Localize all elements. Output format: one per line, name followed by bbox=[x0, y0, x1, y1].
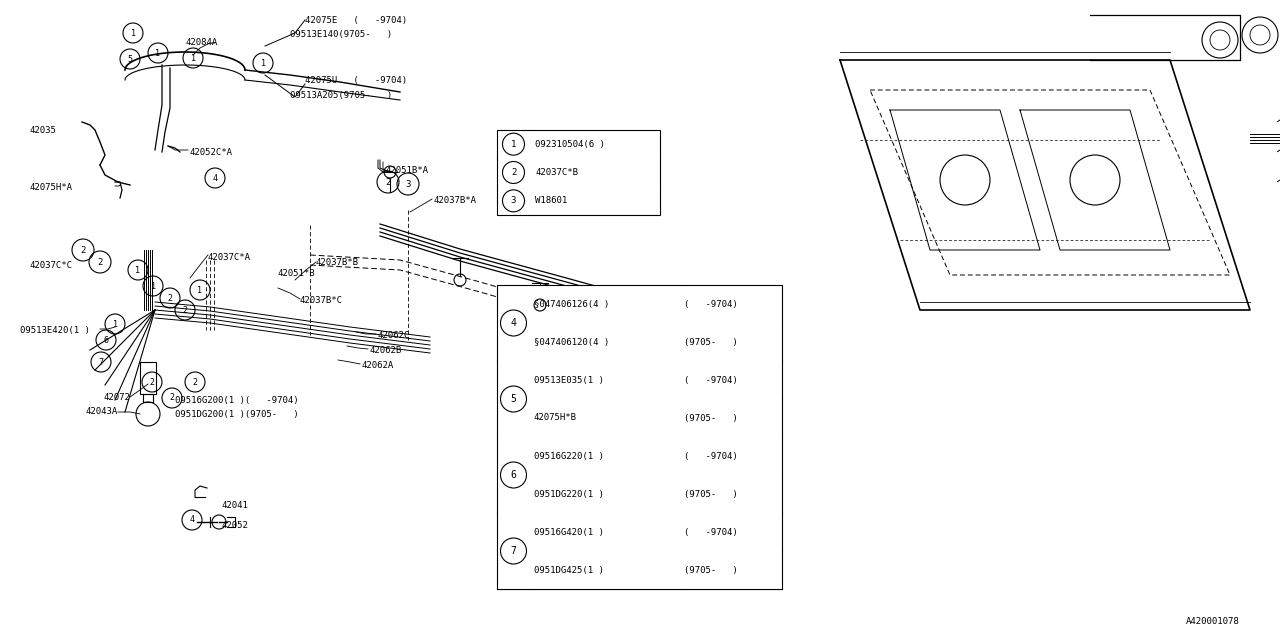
Text: 09516G200(1 )(   -9704): 09516G200(1 )( -9704) bbox=[175, 396, 298, 404]
Text: 1: 1 bbox=[511, 140, 516, 148]
Text: 2: 2 bbox=[81, 246, 86, 255]
Text: 5: 5 bbox=[511, 394, 516, 404]
Text: 2: 2 bbox=[169, 394, 174, 403]
Text: 0951DG220(1 ): 0951DG220(1 ) bbox=[534, 490, 604, 499]
Text: 42075H*B: 42075H*B bbox=[534, 413, 577, 422]
Text: 42072: 42072 bbox=[102, 394, 129, 403]
Text: 42075U   (   -9704): 42075U ( -9704) bbox=[305, 76, 407, 84]
Text: 42052C*A: 42052C*A bbox=[189, 147, 233, 157]
Text: 42062B: 42062B bbox=[370, 346, 402, 355]
Text: 42051B*A: 42051B*A bbox=[385, 166, 428, 175]
Text: 6: 6 bbox=[511, 470, 516, 480]
Text: 42041: 42041 bbox=[221, 500, 248, 509]
Text: 09516G420(1 ): 09516G420(1 ) bbox=[534, 527, 604, 536]
Text: 5: 5 bbox=[128, 54, 133, 63]
Text: (   -9704): ( -9704) bbox=[684, 451, 737, 461]
Text: (9705-   ): (9705- ) bbox=[684, 413, 737, 422]
Text: 42051*B: 42051*B bbox=[278, 269, 316, 278]
Text: 1: 1 bbox=[136, 266, 141, 275]
Text: 42037C*A: 42037C*A bbox=[207, 253, 251, 262]
Text: 1: 1 bbox=[113, 319, 118, 328]
Text: 09513A205(9705-   ): 09513A205(9705- ) bbox=[291, 90, 392, 99]
Text: §047406120(4 ): §047406120(4 ) bbox=[534, 337, 609, 346]
Text: 42037C*B: 42037C*B bbox=[535, 168, 579, 177]
Text: (9705-   ): (9705- ) bbox=[684, 490, 737, 499]
Text: 2: 2 bbox=[97, 257, 102, 266]
Text: 42037C*C: 42037C*C bbox=[29, 260, 73, 269]
Text: 2: 2 bbox=[150, 378, 155, 387]
Text: (   -9704): ( -9704) bbox=[684, 527, 737, 536]
Text: 1: 1 bbox=[151, 282, 155, 291]
Text: 0951DG200(1 )(9705-   ): 0951DG200(1 )(9705- ) bbox=[175, 410, 298, 419]
Text: 09513E420(1 ): 09513E420(1 ) bbox=[20, 326, 90, 335]
Text: A420001078: A420001078 bbox=[1187, 618, 1240, 627]
Text: 42037B*B: 42037B*B bbox=[316, 257, 358, 266]
Text: 09513E140(9705-   ): 09513E140(9705- ) bbox=[291, 29, 392, 38]
Text: 7: 7 bbox=[99, 358, 104, 367]
Text: 42062C: 42062C bbox=[378, 330, 411, 339]
Text: 7: 7 bbox=[511, 546, 516, 556]
Text: 2: 2 bbox=[192, 378, 197, 387]
Text: 42052: 42052 bbox=[221, 520, 248, 529]
Text: 092310504(6 ): 092310504(6 ) bbox=[535, 140, 605, 148]
Text: 1: 1 bbox=[261, 58, 265, 67]
Text: §047406126(4 ): §047406126(4 ) bbox=[534, 300, 609, 308]
Text: 3: 3 bbox=[511, 196, 516, 205]
Text: 1: 1 bbox=[197, 285, 202, 294]
Bar bbox=[497, 130, 660, 215]
Text: 42084A: 42084A bbox=[186, 38, 218, 47]
Bar bbox=[497, 285, 782, 589]
Text: 42062A: 42062A bbox=[362, 360, 394, 369]
Text: 1: 1 bbox=[131, 29, 136, 38]
Text: 1: 1 bbox=[191, 54, 196, 63]
Text: 4: 4 bbox=[212, 173, 218, 182]
Text: W18601: W18601 bbox=[535, 196, 567, 205]
Text: 42037B*A: 42037B*A bbox=[434, 195, 477, 205]
Text: 2: 2 bbox=[183, 305, 187, 314]
Text: 42043A: 42043A bbox=[84, 408, 118, 417]
Text: (9705-   ): (9705- ) bbox=[684, 337, 737, 346]
Text: 4: 4 bbox=[189, 515, 195, 525]
Text: 0951DG425(1 ): 0951DG425(1 ) bbox=[534, 566, 604, 575]
Text: 42075H*A: 42075H*A bbox=[29, 182, 73, 191]
Text: (   -9704): ( -9704) bbox=[684, 300, 737, 308]
Text: 09513E035(1 ): 09513E035(1 ) bbox=[534, 376, 604, 385]
Text: 2: 2 bbox=[168, 294, 173, 303]
Text: 2: 2 bbox=[385, 177, 390, 186]
Text: 1: 1 bbox=[155, 49, 160, 58]
Text: 09516G220(1 ): 09516G220(1 ) bbox=[534, 451, 604, 461]
Text: 42035: 42035 bbox=[29, 125, 56, 134]
Text: 2: 2 bbox=[511, 168, 516, 177]
Text: (   -9704): ( -9704) bbox=[684, 376, 737, 385]
Text: 3: 3 bbox=[406, 179, 411, 189]
Text: 6: 6 bbox=[104, 335, 109, 344]
Text: 42037B*C: 42037B*C bbox=[300, 296, 343, 305]
Text: (9705-   ): (9705- ) bbox=[684, 566, 737, 575]
Text: 4: 4 bbox=[511, 318, 516, 328]
Text: 42075E   (   -9704): 42075E ( -9704) bbox=[305, 15, 407, 24]
